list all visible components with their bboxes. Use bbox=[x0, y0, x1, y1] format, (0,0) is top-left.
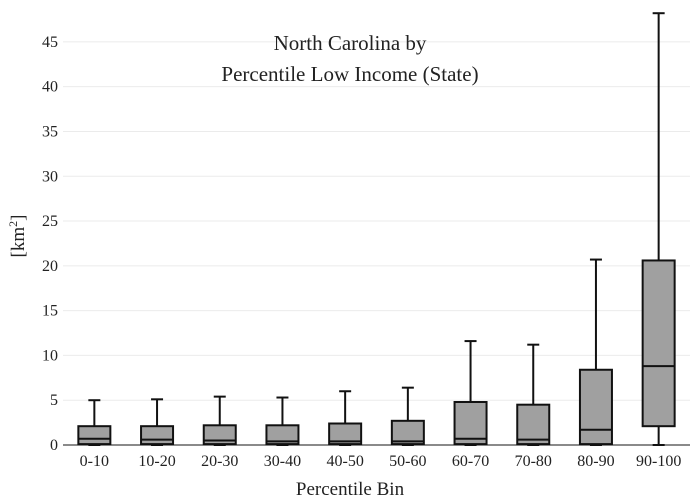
iqr-box bbox=[202, 424, 237, 446]
y-axis-ticks: 0 5 10 15 20 25 30 35 40 45 bbox=[42, 34, 58, 454]
x-tick-label: 60-70 bbox=[452, 453, 489, 470]
chart-title-line-1: North Carolina by bbox=[274, 31, 427, 55]
y-tick-label: 30 bbox=[42, 168, 58, 185]
box-20-30 bbox=[202, 395, 237, 446]
y-axis-title-end: ] bbox=[8, 215, 29, 221]
y-axis-title-base: [km bbox=[8, 227, 29, 258]
y-tick-label: 5 bbox=[50, 392, 58, 409]
x-tick-label: 30-40 bbox=[264, 453, 301, 470]
iqr-box bbox=[578, 368, 613, 446]
box-70-80 bbox=[516, 343, 551, 446]
box-0-10 bbox=[77, 399, 112, 446]
x-axis-title: Percentile Bin bbox=[296, 479, 405, 500]
y-tick-label: 20 bbox=[42, 258, 58, 275]
iqr-box bbox=[77, 425, 112, 446]
box-60-70 bbox=[453, 340, 488, 446]
y-axis-title-superscript: 2 bbox=[6, 221, 20, 227]
y-tick-label: 25 bbox=[42, 213, 58, 230]
x-tick-label: 10-20 bbox=[138, 453, 175, 470]
iqr-box bbox=[140, 425, 175, 446]
x-tick-label: 50-60 bbox=[389, 453, 426, 470]
x-tick-label: 20-30 bbox=[201, 453, 238, 470]
grid-lines bbox=[63, 41, 690, 401]
y-tick-label: 0 bbox=[50, 437, 58, 454]
y-tick-label: 15 bbox=[42, 303, 58, 320]
iqr-box bbox=[265, 424, 300, 446]
iqr-box bbox=[328, 422, 363, 446]
box-80-90 bbox=[578, 258, 613, 446]
x-axis-ticks: 0-10 10-20 20-30 30-40 40-50 50-60 60-70 70-80 8… bbox=[80, 453, 682, 470]
x-tick-label: 40-50 bbox=[326, 453, 363, 470]
iqr-box bbox=[390, 419, 425, 446]
box-40-50 bbox=[328, 390, 363, 446]
chart-title-line-2: Percentile Low Income (State) bbox=[221, 62, 478, 86]
box-50-60 bbox=[390, 386, 425, 446]
iqr-box bbox=[516, 403, 551, 446]
x-tick-label: 90-100 bbox=[636, 453, 681, 470]
box-90-100 bbox=[641, 12, 676, 446]
iqr-box bbox=[453, 401, 488, 446]
y-tick-label: 45 bbox=[42, 34, 58, 51]
y-tick-label: 35 bbox=[42, 123, 58, 140]
y-axis-title: [km2] bbox=[6, 215, 29, 258]
x-tick-label: 80-90 bbox=[577, 453, 614, 470]
box-30-40 bbox=[265, 396, 300, 446]
x-tick-label: 70-80 bbox=[515, 453, 552, 470]
box-10-20 bbox=[140, 398, 175, 446]
x-tick-label: 0-10 bbox=[80, 453, 109, 470]
y-tick-label: 40 bbox=[42, 79, 58, 96]
box-series bbox=[77, 12, 676, 446]
iqr-box bbox=[641, 259, 676, 428]
y-tick-label: 10 bbox=[42, 347, 58, 364]
